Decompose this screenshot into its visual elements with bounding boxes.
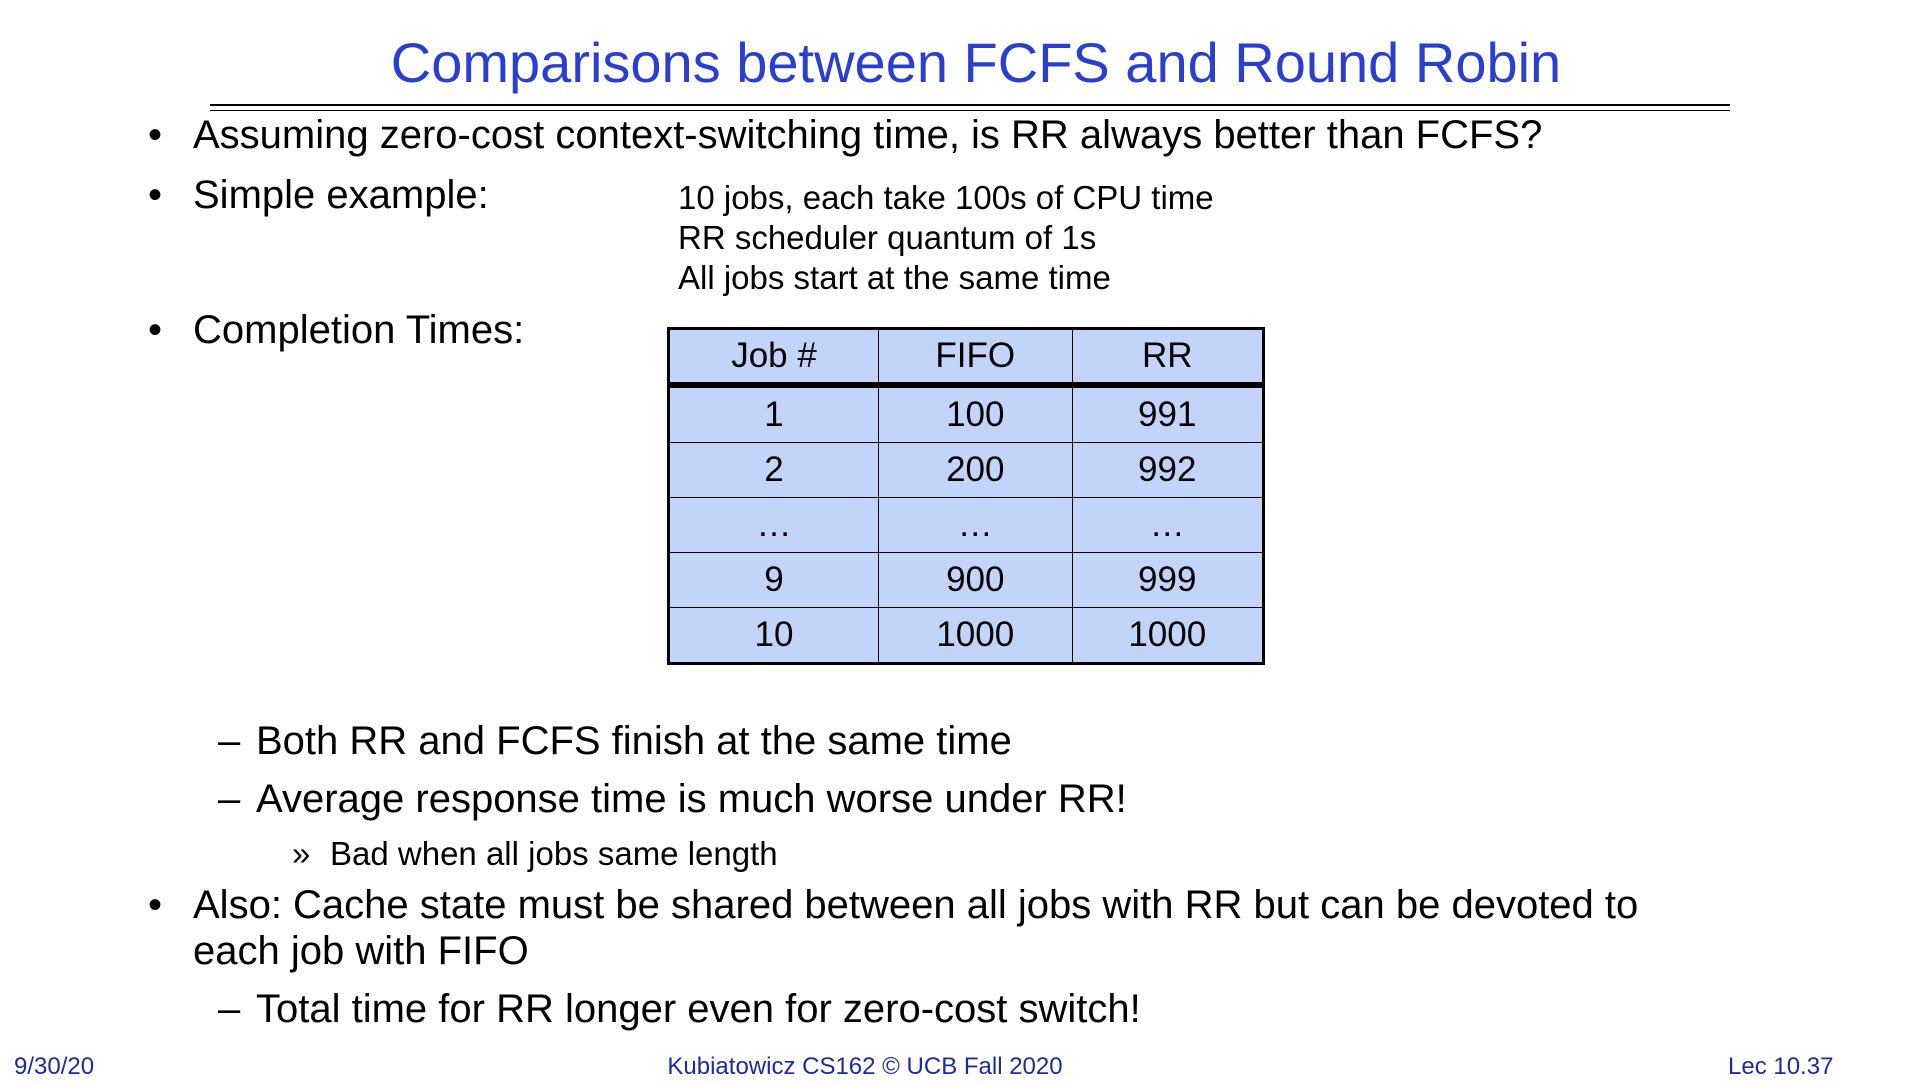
title-underline <box>210 104 1730 106</box>
cell-rr: 1000 <box>1071 607 1265 664</box>
table-row: 1 100 991 <box>667 384 1265 443</box>
cell-job: 10 <box>667 607 880 664</box>
raquo-marker: » <box>292 835 311 872</box>
bullet-marker: • <box>148 173 163 217</box>
table-row: 2 200 992 <box>667 442 1265 498</box>
slide-title: Comparisons between FCFS and Round Robin <box>390 31 1562 94</box>
cell-job: 2 <box>667 442 880 498</box>
cell-rr: 999 <box>1071 552 1265 608</box>
bullet-completion-times: Completion Times: <box>193 308 525 352</box>
example-line: 10 jobs, each take 100s of CPU time <box>678 179 1214 216</box>
example-line: RR scheduler quantum of 1s <box>678 219 1097 256</box>
cell-fifo: 200 <box>878 442 1073 498</box>
sub-bullet-response-time: Average response time is much worse unde… <box>256 777 1127 821</box>
bullet-marker: • <box>148 113 163 157</box>
table-row: 10 1000 1000 <box>667 607 1265 664</box>
footer-course: Kubiatowicz CS162 © UCB Fall 2020 <box>667 1053 1063 1080</box>
cell-rr: … <box>1071 497 1265 553</box>
header-job: Job # <box>667 328 880 388</box>
footer-page-number: Lec 10.37 <box>1728 1053 1834 1080</box>
table-row: … … … <box>667 497 1265 553</box>
dash-marker: – <box>218 777 241 821</box>
table-row: 9 900 999 <box>667 552 1265 608</box>
footer-date: 9/30/20 <box>14 1053 95 1080</box>
cell-fifo: 900 <box>878 552 1073 608</box>
bullet-question: Assuming zero-cost context-switching tim… <box>193 113 1543 157</box>
cell-fifo: 100 <box>878 384 1073 443</box>
sub-sub-bullet-same-length: Bad when all jobs same length <box>330 835 778 872</box>
bullet-cache-state: Also: Cache state must be shared between… <box>193 883 1639 927</box>
cell-fifo: 1000 <box>878 607 1073 664</box>
bullet-marker: • <box>148 883 163 927</box>
dash-marker: – <box>218 987 241 1031</box>
header-rr: RR <box>1071 328 1265 388</box>
cell-rr: 992 <box>1071 442 1265 498</box>
cell-rr: 991 <box>1071 384 1265 443</box>
cell-fifo: … <box>878 497 1073 553</box>
cell-job: 9 <box>667 552 880 608</box>
dash-marker: – <box>218 719 241 763</box>
completion-times-table: Job # FIFO RR 1 100 991 2 200 992 … … … … <box>667 327 1265 665</box>
bullet-simple-example: Simple example: <box>193 173 489 217</box>
sub-bullet-total-time: Total time for RR longer even for zero-c… <box>256 987 1141 1031</box>
cell-job: 1 <box>667 384 880 443</box>
cell-job: … <box>667 497 880 553</box>
table-header-row: Job # FIFO RR <box>667 328 1265 388</box>
title-underline-thin <box>210 110 1730 111</box>
bullet-marker: • <box>148 308 163 352</box>
header-fifo: FIFO <box>878 328 1073 388</box>
bullet-cache-state-continued: each job with FIFO <box>193 929 529 973</box>
sub-bullet-finish-same-time: Both RR and FCFS finish at the same time <box>256 719 1012 763</box>
example-line: All jobs start at the same time <box>678 259 1111 296</box>
